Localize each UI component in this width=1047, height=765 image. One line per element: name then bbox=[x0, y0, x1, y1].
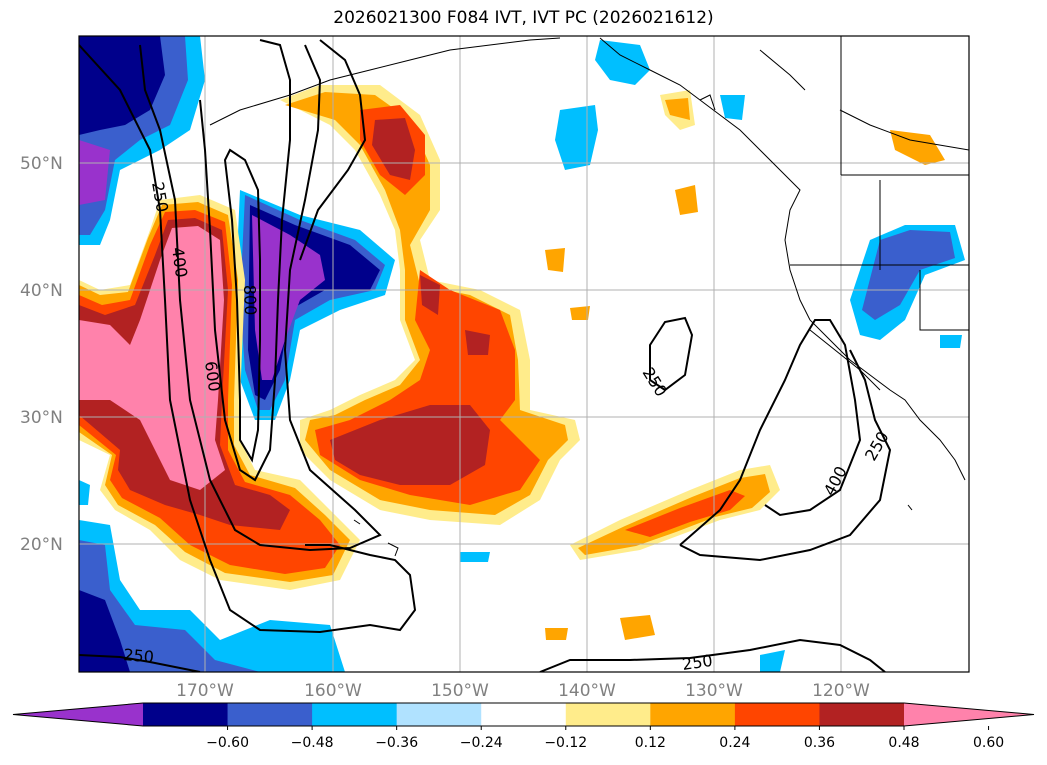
colorbar: −0.60 −0.48 −0.36 −0.24 −0.12 0.12 0.24 0.36 0.4… bbox=[12, 702, 1035, 751]
latitude-labels: 50°N 40°N 30°N 20°N bbox=[20, 154, 63, 555]
lon-label-170w: 170°W bbox=[176, 681, 234, 701]
colorbar-tick-label: 0.48 bbox=[888, 735, 919, 751]
lat-label-50n: 50°N bbox=[20, 154, 63, 174]
positive-pc-fields bbox=[79, 85, 945, 640]
colorbar-segment bbox=[143, 703, 229, 726]
contour-label-400-west: 400 bbox=[168, 246, 191, 279]
map-area: 250 400 600 800 250 250 400 250 250 bbox=[79, 36, 969, 674]
contour-label-250-south: 250 bbox=[681, 651, 714, 674]
colorbar-tick-label: −0.24 bbox=[460, 735, 503, 751]
colorbar-outline bbox=[12, 702, 1035, 727]
colorbar-tick-label: −0.60 bbox=[206, 735, 249, 751]
colorbar-tick-label: 0.12 bbox=[635, 735, 666, 751]
lon-label-140w: 140°W bbox=[558, 681, 616, 701]
colorbar-tick-label: −0.48 bbox=[291, 735, 334, 751]
grid-lines bbox=[79, 36, 969, 672]
colorbar-segment bbox=[565, 703, 651, 726]
colorbar-tick-label: 0.60 bbox=[973, 735, 1004, 751]
lat-label-20n: 20°N bbox=[20, 535, 63, 555]
contour-label-600: 600 bbox=[201, 360, 224, 393]
colorbar-segment bbox=[396, 703, 482, 726]
map-frame bbox=[78, 35, 970, 673]
contour-label-800: 800 bbox=[240, 284, 260, 315]
colorbar-segment bbox=[650, 703, 736, 726]
colorbar-segment bbox=[481, 703, 567, 726]
contour-label-250-southwest: 250 bbox=[123, 645, 155, 667]
colorbar-segment bbox=[227, 703, 313, 726]
colorbar-tick-label: −0.36 bbox=[375, 735, 418, 751]
ivt-contours bbox=[79, 39, 892, 672]
colorbar-extend-min bbox=[13, 703, 143, 726]
colorbar-tick-label: −0.12 bbox=[544, 735, 587, 751]
colorbar-segment bbox=[312, 703, 398, 726]
lat-label-40n: 40°N bbox=[20, 281, 63, 301]
lon-label-150w: 150°W bbox=[431, 681, 489, 701]
colorbar-extend-max bbox=[904, 703, 1034, 726]
lon-label-120w: 120°W bbox=[812, 681, 870, 701]
colorbar-tick-label: 0.36 bbox=[804, 735, 835, 751]
lon-label-160w: 160°W bbox=[304, 681, 362, 701]
lat-label-30n: 30°N bbox=[20, 408, 63, 428]
longitude-labels: 170°W 160°W 150°W 140°W 130°W 120°W bbox=[176, 681, 870, 701]
lon-label-130w: 130°W bbox=[685, 681, 743, 701]
colorbar-segment bbox=[819, 703, 905, 726]
colorbar-segment bbox=[734, 703, 820, 726]
map-title: 2026021300 F084 IVT, IVT PC (2026021612) bbox=[333, 8, 714, 28]
colorbar-tick-label: 0.24 bbox=[719, 735, 750, 751]
